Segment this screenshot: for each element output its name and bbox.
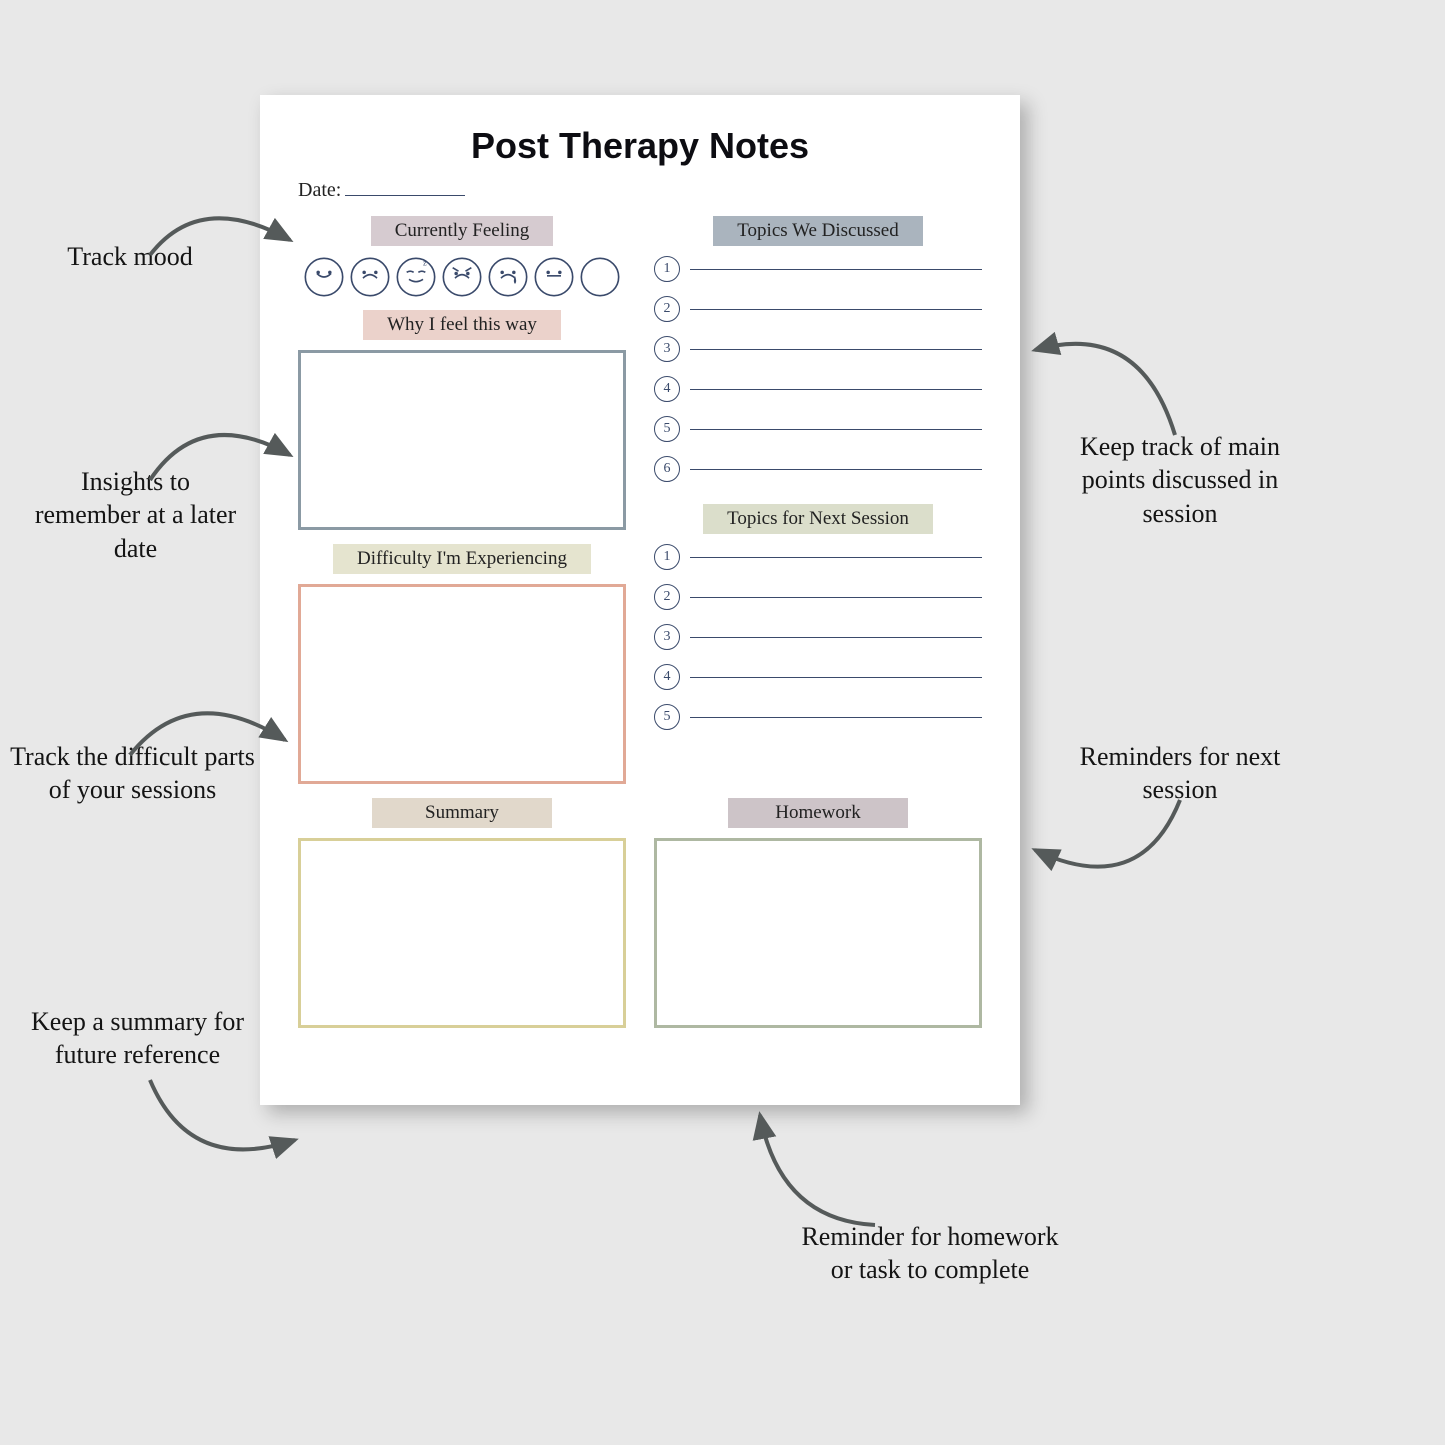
writing-line [690, 429, 982, 430]
label-homework: Homework [728, 798, 908, 828]
callout-main-points: Keep track of main points discussed in s… [1075, 430, 1285, 530]
numbered-line: 4 [654, 664, 982, 690]
line-number: 2 [654, 584, 680, 610]
date-label: Date: [298, 179, 341, 201]
numbered-line: 5 [654, 704, 982, 730]
angry-face-icon [441, 256, 483, 298]
numbered-line: 2 [654, 296, 982, 322]
date-field: Date: [298, 179, 982, 202]
line-number: 1 [654, 544, 680, 570]
line-number: 3 [654, 336, 680, 362]
line-number: 2 [654, 296, 680, 322]
label-summary: Summary [372, 798, 552, 828]
box-why-feel [298, 350, 626, 530]
box-difficulty [298, 584, 626, 784]
two-column-layout: Currently Feeling z Why I feel this way … [298, 216, 982, 784]
writing-line [690, 269, 982, 270]
label-difficulty: Difficulty I'm Experiencing [333, 544, 591, 574]
numbered-line: 2 [654, 584, 982, 610]
numbered-line: 4 [654, 376, 982, 402]
blank-face-icon [579, 256, 621, 298]
callout-homework: Reminder for homework or task to complet… [800, 1220, 1060, 1287]
callout-summary: Keep a summary for future reference [25, 1005, 250, 1072]
writing-line [690, 677, 982, 678]
writing-line [690, 389, 982, 390]
sad-face-icon [349, 256, 391, 298]
svg-text:z: z [423, 258, 427, 267]
label-why-feel: Why I feel this way [363, 310, 561, 340]
line-number: 5 [654, 416, 680, 442]
line-number: 1 [654, 256, 680, 282]
homework-column: Homework [654, 798, 982, 1028]
line-number: 4 [654, 664, 680, 690]
numbered-line: 5 [654, 416, 982, 442]
box-summary [298, 838, 626, 1028]
mood-row: z [298, 256, 626, 298]
numbered-line: 6 [654, 456, 982, 482]
numbered-line: 3 [654, 624, 982, 650]
label-currently-feeling: Currently Feeling [371, 216, 554, 246]
callout-insights: Insights to remember at a later date [28, 465, 243, 565]
numbered-line: 1 [654, 544, 982, 570]
writing-line [690, 597, 982, 598]
writing-line [690, 309, 982, 310]
tired-face-icon: z [395, 256, 437, 298]
worksheet-page: Post Therapy Notes Date: Currently Feeli… [260, 95, 1020, 1105]
numbered-list-discussed: 1 2 3 4 5 6 [654, 256, 982, 482]
writing-line [690, 717, 982, 718]
line-number: 6 [654, 456, 680, 482]
numbered-line: 1 [654, 256, 982, 282]
neutral-face-icon [533, 256, 575, 298]
callout-track-mood: Track mood [30, 240, 230, 273]
callout-difficult: Track the difficult parts of your sessio… [10, 740, 255, 807]
right-column: Topics We Discussed 1 2 3 4 5 6 Topics for Ne… [654, 216, 982, 784]
arrow-main-points [1020, 300, 1200, 450]
writing-line [690, 557, 982, 558]
arrow-reminders [1020, 790, 1200, 920]
writing-line [690, 349, 982, 350]
page-title: Post Therapy Notes [298, 125, 982, 167]
label-topics-discussed: Topics We Discussed [713, 216, 922, 246]
numbered-list-next: 1 2 3 4 5 [654, 544, 982, 730]
date-underline [345, 195, 465, 196]
line-number: 5 [654, 704, 680, 730]
writing-line [690, 637, 982, 638]
writing-line [690, 469, 982, 470]
left-column: Currently Feeling z Why I feel this way … [298, 216, 626, 784]
summary-column: Summary [298, 798, 626, 1028]
line-number: 3 [654, 624, 680, 650]
happy-face-icon [303, 256, 345, 298]
numbered-line: 3 [654, 336, 982, 362]
line-number: 4 [654, 376, 680, 402]
bottom-row: Summary Homework [298, 798, 982, 1028]
crying-face-icon [487, 256, 529, 298]
box-homework [654, 838, 982, 1028]
label-topics-next: Topics for Next Session [703, 504, 933, 534]
callout-reminders: Reminders for next session [1075, 740, 1285, 807]
